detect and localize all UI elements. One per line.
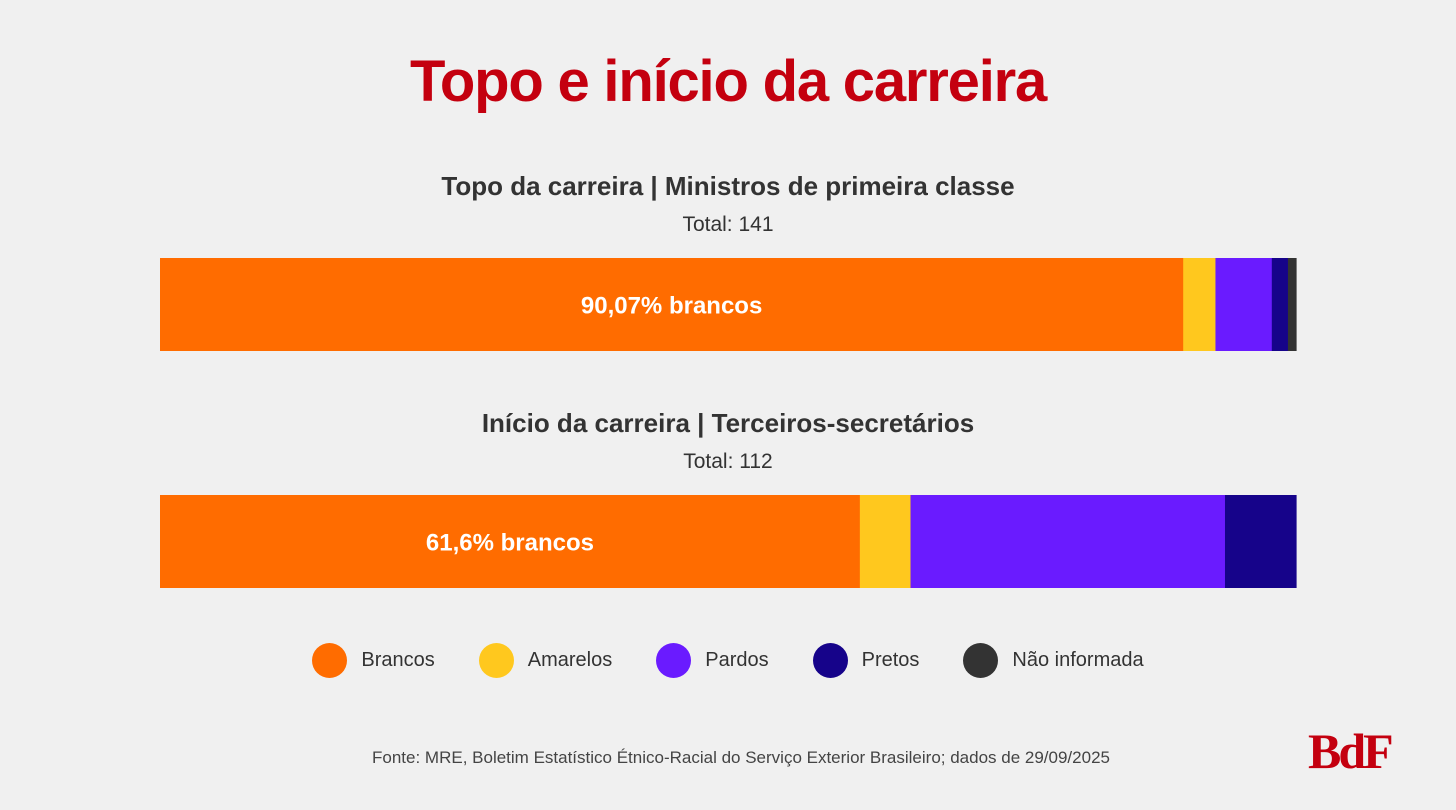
legend-label-amarelos: Amarelos [527, 649, 613, 671]
legend-item-pretos: Pretos [812, 643, 920, 678]
bar-2-segment-pardos [910, 495, 1226, 588]
bar-2-total: Total: 112 [683, 450, 773, 473]
legend-swatch-brancos [312, 643, 348, 678]
legend-label-n-o-informada: Não informada [1012, 649, 1144, 671]
bar-2-segment-brancos [160, 495, 861, 588]
bar-2-segment-pretos [1224, 495, 1297, 588]
bar-1-segment-amarelos [1183, 258, 1217, 351]
source-note: Fonte: MRE, Boletim Estatístico Étnico-R… [372, 748, 1110, 767]
legend-label-pretos: Pretos [861, 649, 920, 671]
legend-swatch-pretos [812, 643, 848, 678]
bar-1-segment-brancos [160, 258, 1184, 351]
bar-1-highlight-label: 90,07% brancos [581, 293, 762, 320]
legend-label-pardos: Pardos [705, 649, 769, 671]
legend-item-pardos: Pardos [656, 643, 769, 678]
legend-swatch-pardos [656, 643, 692, 678]
bar-1-segment-n-o-informada [1287, 258, 1297, 351]
bar-1-segment-pretos [1271, 258, 1289, 351]
bar-1-subtitle: Topo da carreira | Ministros de primeira… [441, 171, 1015, 201]
legend-item-n-o-informada: Não informada [963, 643, 1144, 678]
legend-swatch-amarelos [478, 643, 514, 678]
bar-2-segment-amarelos [859, 495, 912, 588]
legend-label-brancos: Brancos [361, 649, 435, 671]
bar-1-segment-pardos [1215, 258, 1273, 351]
bar-1-total: Total: 141 [682, 213, 774, 236]
legend: Brancos Amarelos Pardos Pretos Não informada [0, 643, 1456, 678]
chart-title: Topo e início da carreira [409, 49, 1047, 114]
legend-swatch-n-o-informada [963, 643, 999, 678]
stacked-bar-chart: 90,07% brancos 61,6% brancos [160, 258, 1297, 588]
legend-item-brancos: Brancos [312, 643, 435, 678]
bar-2-subtitle: Início da carreira | Terceiros-secretári… [481, 408, 975, 438]
bar-2-highlight-label: 61,6% brancos [426, 530, 594, 557]
bdf-logo: BdF [1308, 723, 1394, 779]
legend-item-amarelos: Amarelos [478, 643, 613, 678]
